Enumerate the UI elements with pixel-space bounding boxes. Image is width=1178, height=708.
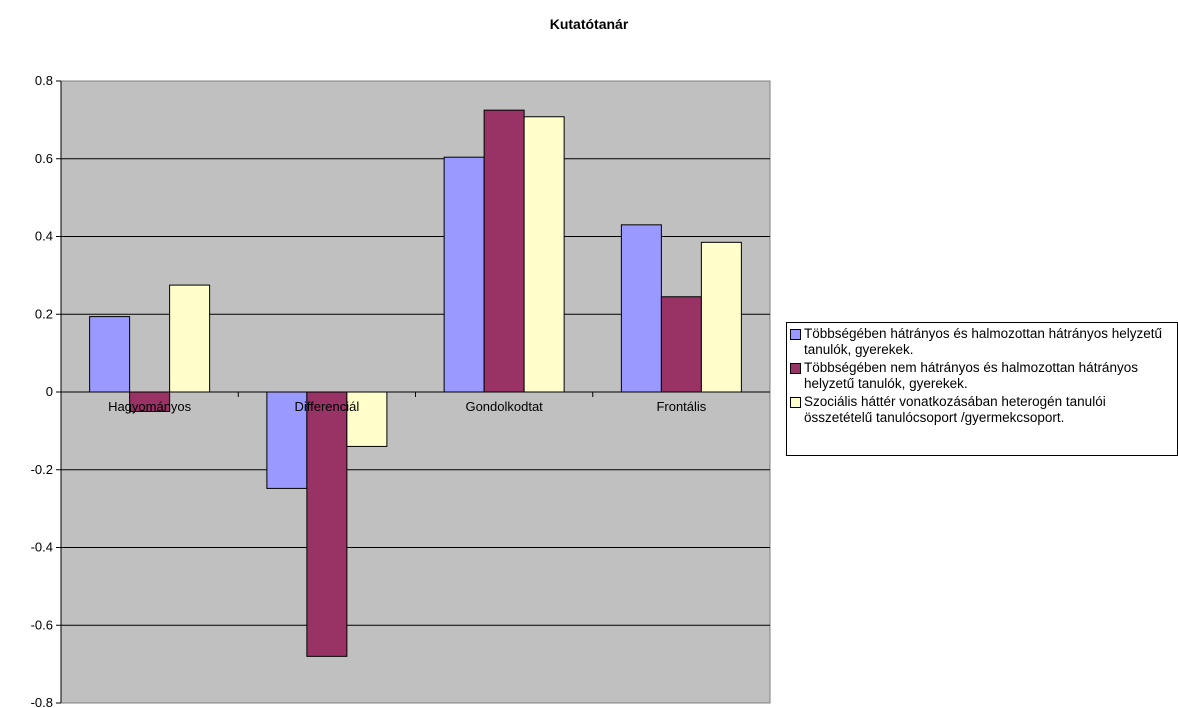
bar-frontális-series-3 <box>700 241 742 393</box>
bar-differenciál-series-1 <box>266 391 308 489</box>
bars <box>89 109 742 657</box>
bar-differenciál-series-2 <box>306 391 348 657</box>
bar-frontális-series-2 <box>660 296 702 393</box>
legend-swatch-3 <box>790 397 801 408</box>
legend-label-1: Többségében hátrányos és halmozottan hát… <box>804 326 1162 357</box>
y-tick-label: 0.2 <box>35 306 53 321</box>
chart-title: Kutatótanár <box>549 16 629 32</box>
legend-item-1: Többségében hátrányos és halmozottan hát… <box>790 326 1177 357</box>
legend-label-2: Többségében nem hátrányos és halmozottan… <box>804 360 1138 391</box>
y-axis-ticks: 0.8 0.6 0.4 0.2 0 -0.2 -0.4 -0.6 -0.8 <box>31 73 62 708</box>
category-label: Frontális <box>656 399 706 414</box>
y-tick-label: 0 <box>46 384 53 399</box>
category-label: Differenciál <box>294 399 359 414</box>
y-tick-label: 0.8 <box>35 73 53 88</box>
bar-hagyományos-series-1 <box>89 316 131 393</box>
x-axis-categories: Hagyományos Differenciál Gondolkodtat Front… <box>60 392 707 414</box>
y-tick-label: -0.4 <box>31 540 53 555</box>
y-tick-label: 0.6 <box>35 151 53 166</box>
legend: Többségében hátrányos és halmozottan hát… <box>786 322 1178 456</box>
legend-swatch-1 <box>790 329 801 340</box>
y-tick-label: -0.8 <box>31 695 53 708</box>
category-label: Gondolkodtat <box>465 399 543 414</box>
bar-gondolkodtat-series-3 <box>523 116 565 393</box>
bar-gondolkodtat-series-1 <box>443 156 485 393</box>
legend-item-3: Szociális háttér vonatkozásában heterogé… <box>790 394 1177 425</box>
y-tick-label: -0.2 <box>31 462 53 477</box>
legend-item-2: Többségében nem hátrányos és halmozottan… <box>790 360 1177 391</box>
legend-label-3: Szociális háttér vonatkozásában heterogé… <box>804 394 1106 425</box>
legend-swatch-2 <box>790 363 801 374</box>
bar-frontális-series-1 <box>620 224 662 393</box>
bar-differenciál-series-3 <box>346 391 388 447</box>
bar-gondolkodtat-series-2 <box>483 109 525 393</box>
bar-hagyományos-series-3 <box>169 284 211 393</box>
category-label: Hagyományos <box>108 399 192 414</box>
y-tick-label: 0.4 <box>35 229 53 244</box>
y-tick-label: -0.6 <box>31 617 53 632</box>
